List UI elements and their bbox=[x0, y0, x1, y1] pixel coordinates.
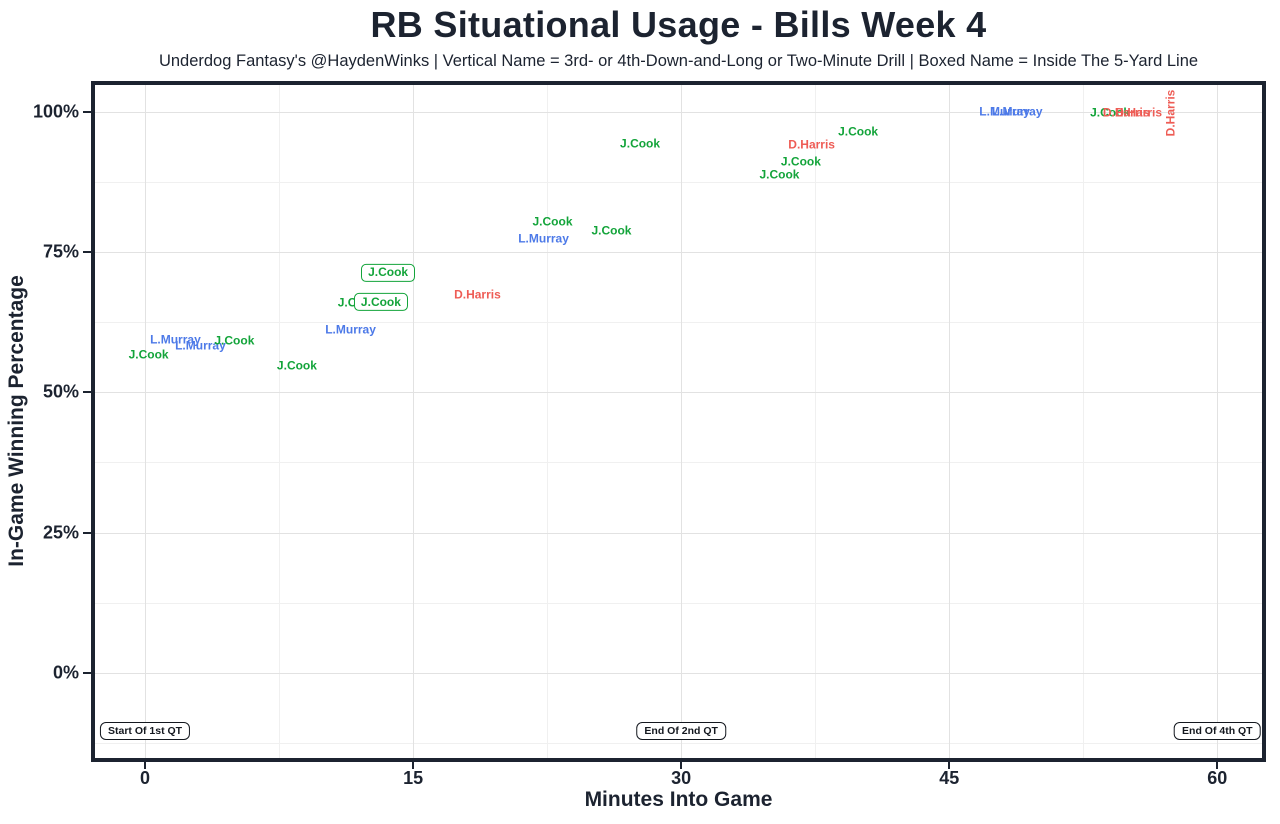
gridline-x-major bbox=[413, 85, 415, 758]
y-tick-label: 0% bbox=[52, 662, 79, 683]
y-tick-label: 100% bbox=[32, 101, 79, 122]
gridline-x-minor bbox=[815, 85, 817, 758]
gridline-x-minor bbox=[1083, 85, 1085, 758]
data-label-d-harris: D.Harris bbox=[788, 137, 835, 152]
gridline-y-minor bbox=[95, 182, 1262, 184]
gridline-x-major bbox=[1217, 85, 1219, 758]
data-label-j-cook: J.Cook bbox=[591, 223, 632, 238]
y-tick-label: 25% bbox=[42, 522, 79, 543]
x-tick-mark bbox=[680, 762, 683, 769]
y-tick-mark bbox=[83, 391, 91, 394]
gridline-x-major bbox=[681, 85, 683, 758]
x-tick-label: 30 bbox=[671, 768, 692, 788]
data-label-l-murray: L.Murray bbox=[150, 332, 201, 347]
x-tick-mark bbox=[144, 762, 147, 769]
x-tick-label: 15 bbox=[403, 768, 424, 788]
data-label-l-murray: L.Murray bbox=[979, 104, 1030, 119]
y-axis-title: In-Game Winning Percentage bbox=[5, 275, 28, 567]
x-tick-label: 60 bbox=[1207, 768, 1228, 788]
y-tick-mark bbox=[83, 671, 91, 674]
data-label-j-cook: J.Cook bbox=[1090, 105, 1131, 120]
gridline-x-minor bbox=[279, 85, 281, 758]
annotation-box: End Of 2nd QT bbox=[636, 721, 726, 740]
data-label-j-cook: J.Cook bbox=[276, 358, 317, 373]
data-label-j-cook: J.Cook bbox=[128, 347, 169, 362]
x-tick-mark bbox=[412, 762, 415, 769]
y-tick-label: 75% bbox=[42, 241, 79, 262]
data-label-d-harris: D.Harris bbox=[1115, 105, 1163, 120]
data-label-l-murray: L.Murray bbox=[518, 231, 569, 246]
data-label-l-murray: L.Murray bbox=[991, 104, 1043, 119]
y-tick-label: 50% bbox=[42, 381, 79, 402]
data-label-j-cook: J.Cook bbox=[620, 136, 661, 151]
gridline-y-minor bbox=[95, 742, 1262, 744]
data-label-j-cook: J.Cook bbox=[361, 263, 416, 282]
data-label-d-harris: D.Harris bbox=[454, 287, 501, 302]
gridline-x-minor bbox=[547, 85, 549, 758]
gridline-y-minor bbox=[95, 462, 1262, 464]
x-tick-mark bbox=[948, 762, 951, 769]
data-label-j-cook: J.Cook bbox=[532, 214, 573, 229]
data-label-j-cook: J.Cook bbox=[214, 333, 255, 348]
chart-title: RB Situational Usage - Bills Week 4 bbox=[370, 4, 987, 45]
gridline-x-major bbox=[145, 85, 147, 758]
annotation-box: Start Of 1st QT bbox=[99, 721, 191, 740]
x-axis-title: Minutes Into Game bbox=[584, 788, 773, 811]
x-tick-label: 0 bbox=[140, 768, 151, 788]
gridline-y-major bbox=[95, 532, 1262, 534]
plot-panel: J.Cook L.Murray L.Murray J.Cook J.Cook L.Murr… bbox=[95, 85, 1262, 758]
x-tick-mark bbox=[1216, 762, 1219, 769]
gridline-y-minor bbox=[95, 322, 1262, 324]
data-label-j-cook: J.Cook bbox=[838, 124, 879, 139]
data-label-l-murray: L.Murray bbox=[325, 322, 376, 337]
gridline-y-minor bbox=[95, 602, 1262, 604]
gridline-x-major bbox=[949, 85, 951, 758]
y-tick-mark bbox=[83, 110, 91, 113]
data-label-j-cook: J.Cook bbox=[780, 154, 821, 169]
gridline-y-major bbox=[95, 111, 1262, 113]
y-tick-mark bbox=[83, 251, 91, 254]
x-tick-label: 45 bbox=[939, 768, 960, 788]
data-label-d-harris: D.Harris bbox=[1163, 89, 1178, 137]
gridline-y-major bbox=[95, 672, 1262, 674]
y-tick-mark bbox=[83, 531, 91, 534]
gridline-y-major bbox=[95, 252, 1262, 254]
annotation-box: End Of 4th QT bbox=[1174, 721, 1261, 740]
data-label-j-cook: J.Cook bbox=[353, 292, 408, 312]
data-label-l-murray: L.Murray bbox=[175, 338, 226, 353]
chart-subtitle: Underdog Fantasy's @HaydenWinks | Vertic… bbox=[158, 52, 1199, 70]
data-label-d-harris: D.Harris bbox=[1102, 105, 1150, 120]
data-label-j-cook: J.Cook bbox=[759, 167, 800, 182]
gridline-y-major bbox=[95, 392, 1262, 394]
